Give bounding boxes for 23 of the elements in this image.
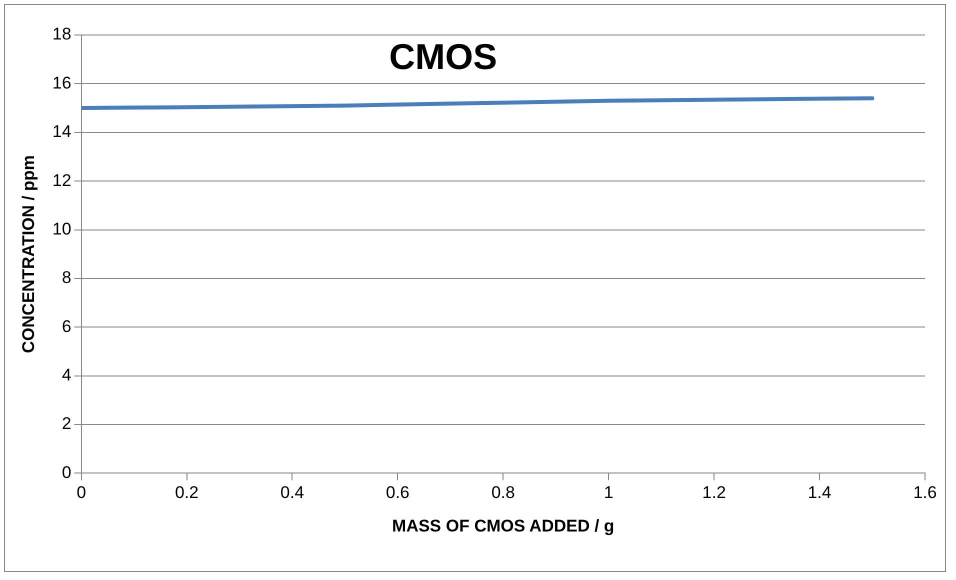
x-tick-label: 1.2	[702, 483, 726, 502]
x-tick-label: 0.6	[386, 483, 410, 502]
y-tick-label: 12	[52, 170, 72, 190]
x-tick-label: 0	[76, 483, 86, 502]
y-tick-label: 8	[62, 268, 72, 288]
y-tick-label: 18	[52, 24, 72, 44]
y-tick-label: 10	[52, 219, 72, 238]
y-tick-label: 0	[62, 462, 72, 482]
x-tick-label: 0.4	[280, 483, 304, 502]
y-tick-label: 4	[62, 366, 72, 385]
x-tick-label: 0.8	[491, 483, 515, 502]
y-tick-label: 6	[62, 316, 72, 336]
y-axis-title: CONCENTRATION / ppm	[18, 155, 38, 354]
line-series	[81, 96, 874, 110]
x-tick-label: 1.4	[808, 483, 832, 502]
chart-title: CMOS	[389, 36, 498, 77]
y-tick-label: 14	[52, 122, 72, 142]
x-tick-label: 1.6	[913, 483, 937, 502]
x-tick-label: 0.2	[174, 483, 199, 502]
y-tick-label: 16	[52, 73, 72, 92]
x-tick-label: 1	[604, 483, 614, 502]
x-axis-title: MASS OF CMOS ADDED / g	[392, 516, 614, 536]
y-tick-label: 2	[62, 414, 72, 434]
